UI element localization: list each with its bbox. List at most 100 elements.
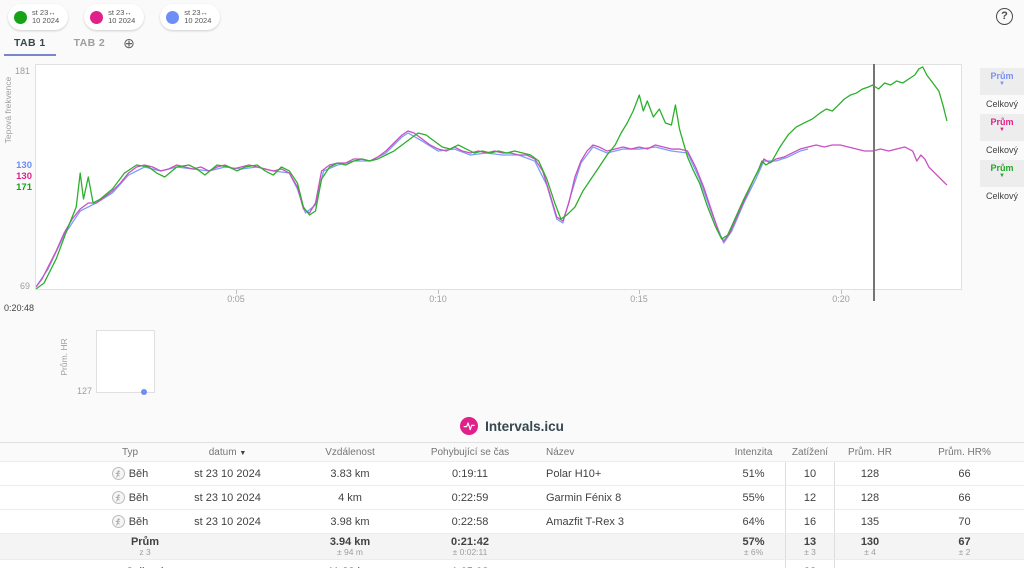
x-tickmark (438, 290, 439, 294)
y-tick-max: 181 (14, 66, 30, 76)
activity-moving-time: 0:19:11 (452, 467, 488, 480)
summary-total-time: 1:05:08 (410, 566, 530, 568)
activity-type-label: Běh (128, 491, 149, 504)
activity-type-label: Běh (128, 467, 149, 480)
cursor-readout-blue: 130 (16, 160, 32, 171)
summary-avg-label: Prům z 3 (130, 535, 160, 557)
legend-chip-pink[interactable]: st 23↔ 10 2024 (84, 4, 145, 30)
tab-bar: TAB 1 TAB 2 ⊕ (0, 30, 1024, 56)
x-tick-020: 0:20 (832, 294, 850, 304)
mini-chart-plot-area[interactable] (96, 330, 155, 395)
table-summary-avg-row: Prům z 3 3.94 km ± 94 m 0:21:42 ± 0:02:1… (0, 534, 1024, 560)
activity-distance: 4 km (338, 491, 362, 504)
activity-avg-hr: 135 (860, 515, 880, 528)
x-tick-015: 0:15 (630, 294, 648, 304)
x-tickmark (236, 290, 237, 294)
stat-option-pink-total[interactable]: Celkový (980, 141, 1024, 160)
header-cas[interactable]: Pohybující se čas (430, 446, 510, 458)
table-summary-total-row: Celkový 11.82 km 1:05:08 38 (0, 560, 1024, 568)
activity-avg-hrp: 70 (958, 515, 971, 528)
activity-name[interactable]: Amazfit T-Rex 3 (546, 515, 625, 528)
activity-type-cell: Běh (95, 467, 165, 480)
mini-chart-data-point (141, 389, 147, 395)
activity-avg-hrp: 66 (958, 467, 971, 480)
brand-bar: Intervals.icu (0, 412, 1024, 440)
header-prum-hrp[interactable]: Prům. HR% (938, 446, 991, 458)
header-typ[interactable]: Typ (121, 446, 139, 458)
tab-1[interactable]: TAB 1 (0, 32, 60, 56)
activity-load: 12 (785, 486, 835, 509)
legend-chip-label: st 23↔ 10 2024 (184, 7, 212, 25)
activity-distance: 3.98 km (330, 515, 370, 528)
hr-line-garmin-f-nix-8 (36, 130, 948, 288)
activity-legend: st 23↔ 10 2024 st 23↔ 10 2024 st 23↔ 10 202… (8, 4, 221, 30)
tab-2[interactable]: TAB 2 (73, 36, 106, 49)
sort-desc-icon: ▼ (239, 449, 247, 457)
stat-select-green[interactable]: Prům ▼ (980, 160, 1024, 187)
summary-avg-intensity: 57% ± 6% (742, 535, 765, 557)
stat-option-green-total[interactable]: Celkový (980, 187, 1024, 206)
stat-select-pink[interactable]: Prům ▼ (980, 114, 1024, 141)
activity-date: st 23 10 2024 (194, 515, 261, 528)
summary-avg-hrp: 67 ± 2 (958, 535, 971, 557)
header-datum[interactable]: datum ▼ (208, 446, 247, 458)
stat-selector-panel: Prům ▼ Celkový Prům ▼ Celkový Prům ▼ Cel… (980, 68, 1024, 206)
chevron-down-icon: ▼ (999, 81, 1005, 87)
activity-row-2[interactable]: Běh st 23 10 2024 4 km 0:22:59 Garmin Fénix … (0, 486, 1024, 510)
header-zatizeni[interactable]: Zatížení (791, 446, 829, 458)
chevron-down-icon: ▼ (999, 127, 1005, 133)
header-vzdalenost[interactable]: Vzdálenost (325, 446, 375, 458)
hr-line-amazfit-t-rex-3 (36, 66, 948, 289)
summary-total-distance: 11.82 km (290, 566, 410, 568)
activity-type-cell: Běh (95, 491, 165, 504)
stat-select-blue[interactable]: Prům ▼ (980, 68, 1024, 95)
cursor-time-label: 0:20:48 (4, 303, 35, 313)
chart-cursor-line[interactable] (873, 64, 875, 301)
y-axis-label: Tepová frekvence (3, 76, 13, 144)
cursor-readout-green: 171 (16, 182, 32, 193)
series-color-dot (14, 10, 27, 24)
brand-name[interactable]: Intervals.icu (485, 418, 564, 434)
activity-avg-hr: 128 (860, 491, 880, 504)
activity-type-label: Běh (128, 515, 149, 528)
x-tickmark (639, 290, 640, 294)
summary-avg-hr: 130 ± 4 (860, 535, 880, 557)
legend-chip-label: st 23↔ 10 2024 (108, 7, 136, 25)
hr-chart-plot-area[interactable] (35, 64, 962, 290)
summary-avg-load: 13 ± 3 (785, 534, 835, 559)
summary-avg-distance: 3.94 km ± 94 m (329, 535, 371, 557)
legend-chip-green[interactable]: st 23↔ 10 2024 (8, 4, 69, 30)
comparison-table: Typ datum ▼ Vzdálenost Pohybující se čas… (0, 442, 1024, 568)
x-tickmark (841, 290, 842, 294)
header-intenzita[interactable]: Intenzita (734, 446, 773, 458)
summary-total-load: 38 (785, 560, 835, 568)
stat-select-label: Prům (990, 117, 1014, 127)
add-tab-icon[interactable]: ⊕ (123, 34, 135, 51)
summary-total-label: Celkový (0, 566, 290, 568)
legend-chip-blue[interactable]: st 23↔ 10 2024 (160, 4, 221, 30)
activity-name[interactable]: Garmin Fénix 8 (546, 491, 622, 504)
y-tick-min: 69 (19, 281, 30, 291)
activity-row-1[interactable]: Běh st 23 10 2024 3.83 km 0:19:11 Polar H10+… (0, 462, 1024, 486)
activity-intensity: 64% (742, 515, 765, 528)
header-prum-hr[interactable]: Prům. HR (848, 446, 892, 458)
series-color-dot (90, 10, 104, 24)
activity-moving-time: 0:22:59 (451, 491, 489, 504)
activity-load: 10 (785, 462, 835, 485)
help-icon[interactable]: ? (996, 8, 1013, 25)
header-nazev[interactable]: Název (546, 446, 575, 458)
chevron-down-icon: ▼ (999, 173, 1005, 179)
run-icon (111, 467, 125, 480)
cursor-readout-pink: 130 (16, 171, 32, 182)
run-icon (111, 515, 125, 528)
mini-chart-y-label: Prům. HR (59, 338, 69, 376)
activity-avg-hr: 128 (860, 467, 880, 480)
stat-select-label: Prům (990, 71, 1014, 81)
hr-chart-lines (36, 66, 948, 289)
activity-date: st 23 10 2024 (194, 491, 261, 504)
activity-row-3[interactable]: Běh st 23 10 2024 3.98 km 0:22:58 Amazfit T-… (0, 510, 1024, 534)
x-tick-010: 0:10 (429, 294, 447, 304)
stat-option-blue-total[interactable]: Celkový (980, 95, 1024, 114)
activity-name[interactable]: Polar H10+ (546, 467, 602, 480)
